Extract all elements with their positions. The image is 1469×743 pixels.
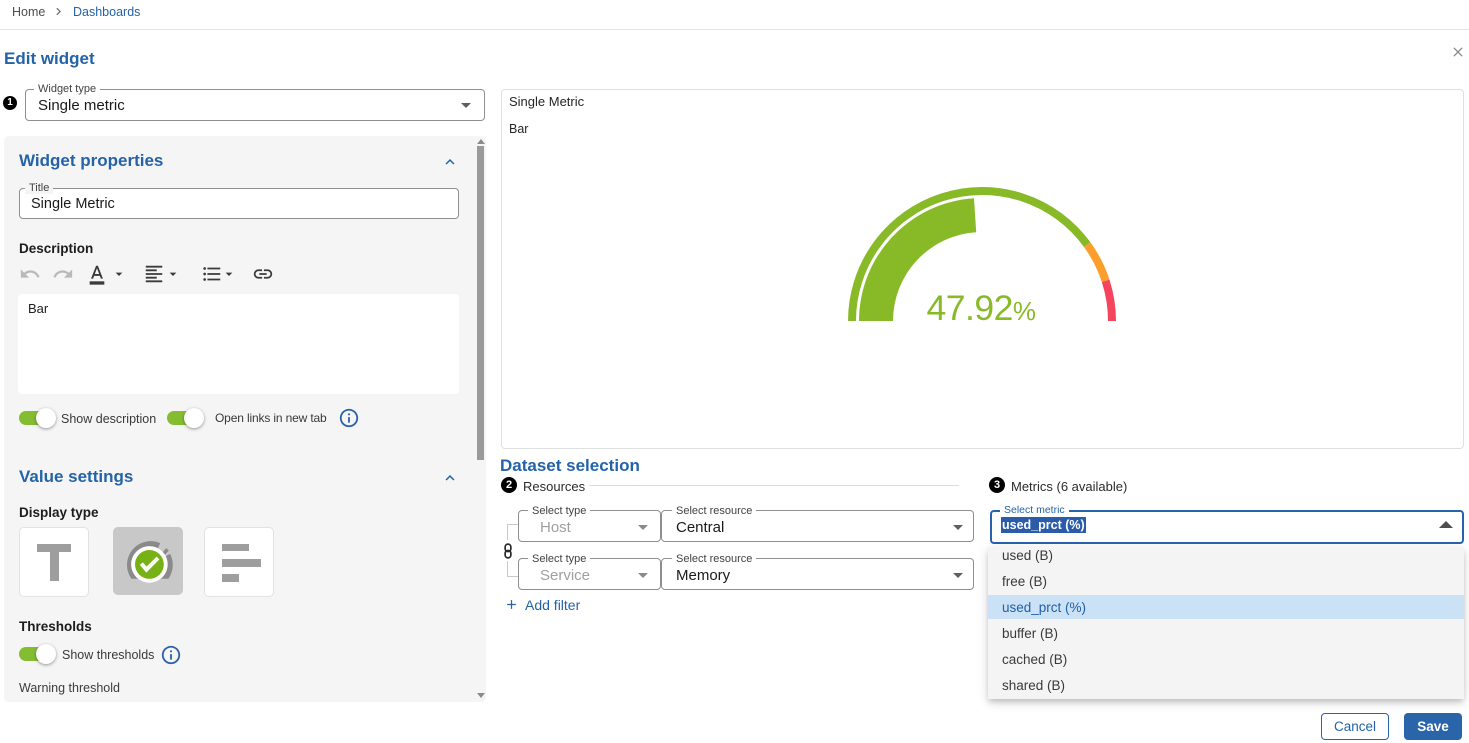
svg-text:47.92%: 47.92% [927,288,1036,325]
